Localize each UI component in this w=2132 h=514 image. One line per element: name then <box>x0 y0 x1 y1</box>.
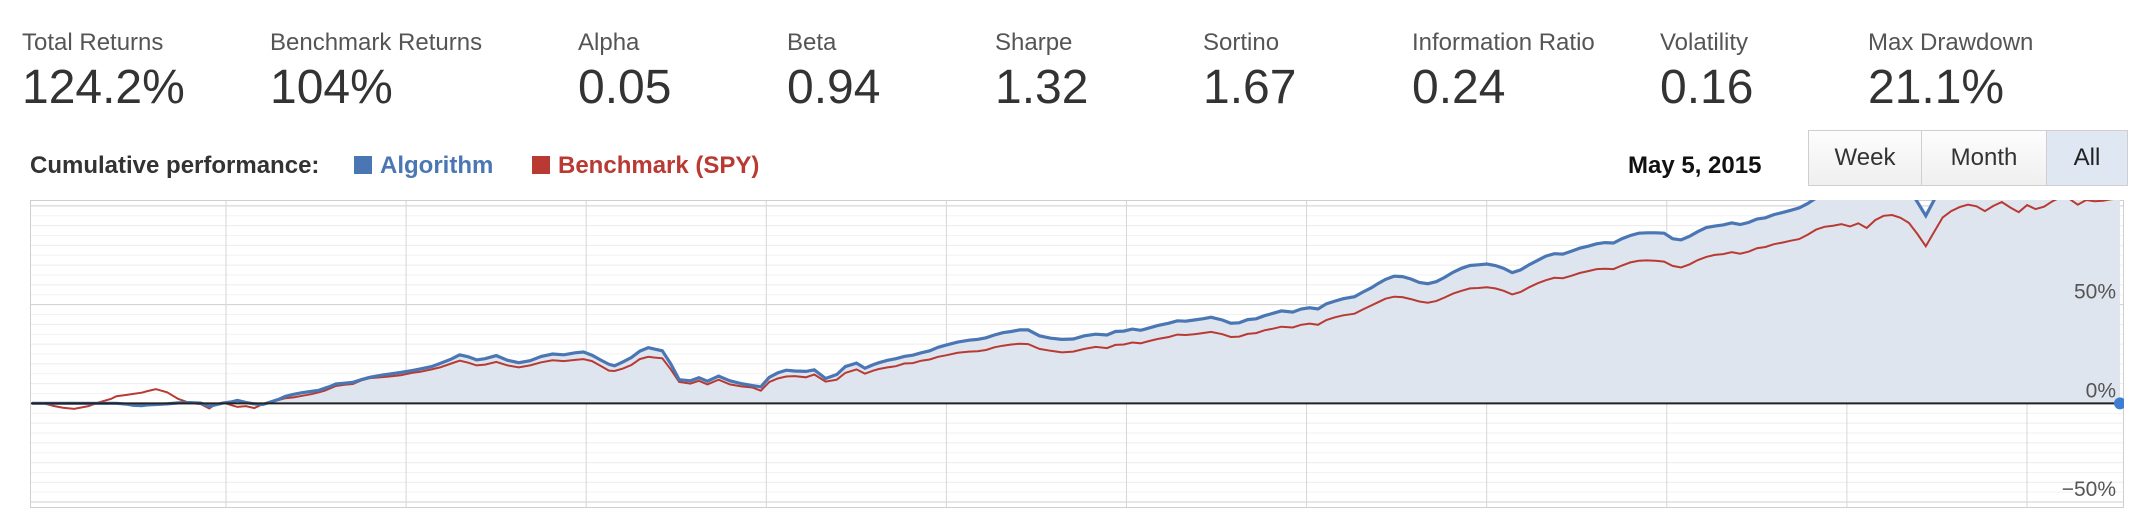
range-selector: Week Month All <box>1808 130 2128 186</box>
current-value-marker <box>2114 397 2124 410</box>
y-tick-label: 50% <box>2074 281 2116 304</box>
y-tick-label: 100% <box>2062 200 2116 205</box>
metric-label: Beta <box>787 29 837 56</box>
legend-algorithm-label: Algorithm <box>380 152 494 179</box>
metric-label: Alpha <box>578 29 640 56</box>
benchmark-swatch-icon <box>532 156 550 174</box>
legend-benchmark[interactable]: Benchmark (SPY) <box>532 152 759 180</box>
metric-value: 1.67 <box>1203 61 1297 114</box>
metric-value: 21.1% <box>1868 61 2005 114</box>
metric-beta: Beta 0.94 <box>787 28 880 116</box>
metric-sharpe: Sharpe 1.32 <box>995 28 1088 116</box>
y-tick-label: −50% <box>2062 478 2116 501</box>
metrics-bar: Total Returns 124.2% Benchmark Returns 1… <box>0 0 2132 120</box>
legend-algorithm[interactable]: Algorithm <box>354 152 493 180</box>
metric-value: 0.05 <box>578 61 672 114</box>
metric-value: 0.24 <box>1412 61 1506 114</box>
range-all-button[interactable]: All <box>2047 130 2128 186</box>
metric-label: Sortino <box>1203 29 1280 56</box>
metric-value: 124.2% <box>22 61 185 114</box>
metric-label: Information Ratio <box>1412 29 1595 56</box>
metric-alpha: Alpha 0.05 <box>578 28 671 116</box>
cumulative-performance-chart[interactable]: 100% 50% 0% −50% <box>30 200 2124 508</box>
metric-benchmark-returns: Benchmark Returns 104% <box>270 28 482 116</box>
current-date: May 5, 2015 <box>1628 152 1762 179</box>
metric-total-returns: Total Returns 124.2% <box>22 28 185 116</box>
metric-label: Benchmark Returns <box>270 29 483 56</box>
legend-title: Cumulative performance: <box>30 152 320 179</box>
metric-value: 104% <box>270 61 393 114</box>
legend-benchmark-label: Benchmark (SPY) <box>558 152 760 179</box>
metric-sortino: Sortino 1.67 <box>1203 28 1296 116</box>
metric-information-ratio: Information Ratio 0.24 <box>1412 28 1595 116</box>
algorithm-swatch-icon <box>354 156 372 174</box>
metric-label: Total Returns <box>22 29 164 56</box>
metric-max-drawdown: Max Drawdown 21.1% <box>1868 28 2033 116</box>
algorithm-series-line <box>32 200 1936 408</box>
metric-label: Sharpe <box>995 29 1073 56</box>
range-week-button[interactable]: Week <box>1808 130 1922 186</box>
metric-label: Max Drawdown <box>1868 29 2034 56</box>
metric-label: Volatility <box>1660 29 1749 56</box>
metric-value: 1.32 <box>995 61 1089 114</box>
y-tick-label: 0% <box>2086 379 2116 402</box>
metric-value: 0.16 <box>1660 61 1754 114</box>
range-month-button[interactable]: Month <box>1922 130 2047 186</box>
metric-volatility: Volatility 0.16 <box>1660 28 1753 116</box>
metric-value: 0.94 <box>787 61 881 114</box>
